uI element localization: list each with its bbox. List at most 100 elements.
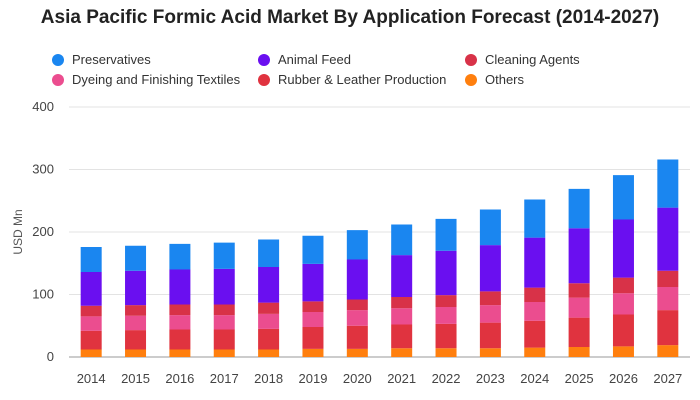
bar-segment-rubber-leather-production[interactable] [391, 324, 413, 349]
bar-segment-animal-feed[interactable] [125, 270, 147, 306]
bar-segment-others[interactable] [125, 349, 147, 358]
bar-segment-animal-feed[interactable] [435, 250, 457, 296]
bar-segment-others[interactable] [213, 349, 235, 358]
bar-segment-preservatives[interactable] [302, 235, 324, 264]
bar-segment-animal-feed[interactable] [479, 245, 501, 292]
bar-segment-dyeing-and-finishing-textiles[interactable] [302, 312, 324, 327]
bar-segment-rubber-leather-production[interactable] [524, 320, 546, 348]
bar-segment-others[interactable] [302, 348, 324, 357]
bar-segment-preservatives[interactable] [524, 199, 546, 238]
bar-segment-dyeing-and-finishing-textiles[interactable] [612, 293, 634, 315]
bar-segment-dyeing-and-finishing-textiles[interactable] [213, 315, 235, 330]
bar-segment-dyeing-and-finishing-textiles[interactable] [568, 297, 590, 318]
bar-segment-dyeing-and-finishing-textiles[interactable] [80, 316, 102, 331]
bar-segment-dyeing-and-finishing-textiles[interactable] [125, 315, 147, 331]
x-tick-label: 2019 [299, 371, 328, 386]
bar-segment-preservatives[interactable] [568, 188, 590, 229]
bar-segment-cleaning-agents[interactable] [346, 299, 368, 311]
legend-item-dyeing-textiles[interactable]: Dyeing and Finishing Textiles [52, 72, 240, 87]
bar-segment-animal-feed[interactable] [657, 207, 679, 271]
bar-segment-others[interactable] [524, 347, 546, 357]
legend-item-cleaning-agents[interactable]: Cleaning Agents [465, 52, 580, 67]
bar-segment-rubber-leather-production[interactable] [346, 325, 368, 349]
bar-segment-animal-feed[interactable] [524, 237, 546, 288]
bar-segment-others[interactable] [80, 349, 102, 358]
bar-segment-others[interactable] [568, 347, 590, 357]
bar-segment-preservatives[interactable] [346, 230, 368, 260]
bar-segment-cleaning-agents[interactable] [612, 277, 634, 294]
bar-segment-preservatives[interactable] [657, 159, 679, 208]
bar-segment-rubber-leather-production[interactable] [213, 329, 235, 350]
x-tick-label: 2025 [565, 371, 594, 386]
bar-segment-dyeing-and-finishing-textiles[interactable] [169, 315, 191, 330]
bar-segment-dyeing-and-finishing-textiles[interactable] [479, 305, 501, 323]
bar-segment-animal-feed[interactable] [346, 259, 368, 300]
bar-segment-others[interactable] [657, 345, 679, 357]
bar-segment-dyeing-and-finishing-textiles[interactable] [657, 287, 679, 311]
bar-segment-animal-feed[interactable] [612, 219, 634, 278]
bar-segment-cleaning-agents[interactable] [524, 287, 546, 302]
bar-segment-dyeing-and-finishing-textiles[interactable] [346, 310, 368, 326]
bar-segment-others[interactable] [435, 348, 457, 357]
y-tick-label: 100 [32, 287, 54, 302]
bar-segment-others[interactable] [479, 348, 501, 357]
bar-segment-animal-feed[interactable] [302, 263, 324, 302]
x-tick-label: 2026 [609, 371, 638, 386]
bar-segment-cleaning-agents[interactable] [435, 295, 457, 307]
bar-segment-cleaning-agents[interactable] [213, 304, 235, 316]
bar-segment-preservatives[interactable] [435, 218, 457, 251]
legend-item-others[interactable]: Others [465, 72, 524, 87]
bar-segment-cleaning-agents[interactable] [258, 302, 280, 314]
bar-segment-animal-feed[interactable] [258, 267, 280, 303]
bar-segment-rubber-leather-production[interactable] [80, 330, 102, 350]
bar-segment-rubber-leather-production[interactable] [479, 322, 501, 349]
x-tick-label: 2023 [476, 371, 505, 386]
bar-segment-rubber-leather-production[interactable] [568, 317, 590, 347]
bar-segment-rubber-leather-production[interactable] [302, 327, 324, 349]
legend-swatch [258, 73, 270, 86]
bar-segment-rubber-leather-production[interactable] [612, 314, 634, 347]
bar-segment-cleaning-agents[interactable] [80, 305, 102, 317]
bar-segment-preservatives[interactable] [479, 209, 501, 246]
bar-segment-preservatives[interactable] [125, 245, 147, 271]
bar-segment-cleaning-agents[interactable] [169, 304, 191, 316]
bar-segment-preservatives[interactable] [213, 242, 235, 269]
bar-segment-cleaning-agents[interactable] [302, 301, 324, 312]
bar-segment-preservatives[interactable] [169, 243, 191, 270]
legend-item-preservatives[interactable]: Preservatives [52, 52, 151, 67]
bar-segment-cleaning-agents[interactable] [568, 283, 590, 298]
legend-swatch [258, 53, 270, 66]
bar-segment-others[interactable] [391, 348, 413, 357]
bar-segment-rubber-leather-production[interactable] [657, 310, 679, 346]
bar-segment-cleaning-agents[interactable] [391, 297, 413, 309]
legend-item-animal-feed[interactable]: Animal Feed [258, 52, 351, 67]
legend-swatch [465, 53, 477, 66]
bar-segment-others[interactable] [169, 349, 191, 358]
legend-item-rubber-leather[interactable]: Rubber & Leather Production [258, 72, 446, 87]
bar-segment-preservatives[interactable] [612, 175, 634, 220]
bar-segment-others[interactable] [612, 346, 634, 357]
bar-segment-cleaning-agents[interactable] [479, 291, 501, 306]
bar-segment-others[interactable] [258, 349, 280, 358]
bar-segment-rubber-leather-production[interactable] [258, 328, 280, 350]
bar-segment-dyeing-and-finishing-textiles[interactable] [391, 308, 413, 325]
bar-segment-animal-feed[interactable] [213, 268, 235, 305]
bar-segment-cleaning-agents[interactable] [125, 305, 147, 316]
bar-segment-preservatives[interactable] [80, 247, 102, 272]
bar-segment-animal-feed[interactable] [169, 269, 191, 305]
bar-segment-dyeing-and-finishing-textiles[interactable] [258, 313, 280, 329]
bar-segment-rubber-leather-production[interactable] [125, 330, 147, 350]
bar-segment-rubber-leather-production[interactable] [169, 329, 191, 350]
bar-segment-animal-feed[interactable] [80, 272, 102, 306]
bar-segment-preservatives[interactable] [391, 224, 413, 256]
bar-segment-animal-feed[interactable] [568, 228, 590, 284]
bar-segment-preservatives[interactable] [258, 239, 280, 268]
bar-segment-cleaning-agents[interactable] [657, 270, 679, 287]
bar-segment-dyeing-and-finishing-textiles[interactable] [435, 307, 457, 324]
bar-segment-animal-feed[interactable] [391, 255, 413, 297]
bar-segment-others[interactable] [346, 348, 368, 357]
bar-segment-dyeing-and-finishing-textiles[interactable] [524, 302, 546, 321]
bar-segment-rubber-leather-production[interactable] [435, 323, 457, 349]
x-tick-label: 2018 [254, 371, 283, 386]
